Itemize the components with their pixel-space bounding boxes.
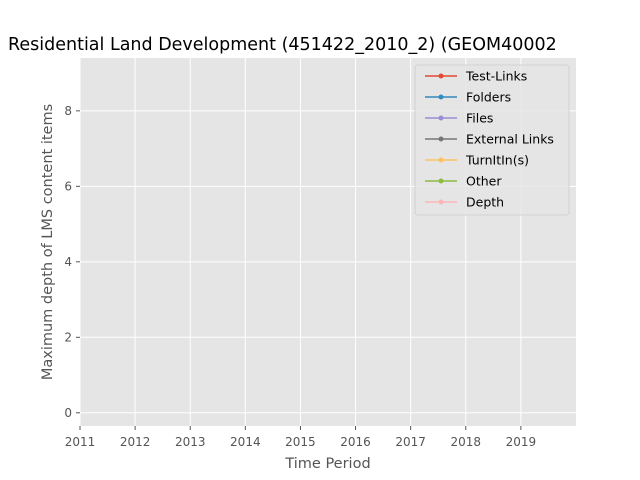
x-tick-label: 2015 [285,435,316,449]
legend-label: Test-Links [465,69,527,84]
x-axis-label: Time Period [284,456,370,472]
x-axis: 2011 2012 2013 2014 2015 2016 2017 2018 2019 [65,426,536,449]
y-tick-label: 2 [64,330,72,344]
y-tick-label: 8 [64,104,72,118]
x-tick-label: 2018 [451,435,482,449]
y-tick-label: 4 [64,255,72,269]
x-tick-label: 2014 [230,435,261,449]
legend-label: Depth [466,195,504,210]
x-tick-label: 2013 [175,435,206,449]
legend-marker [438,136,444,142]
legend-box [414,64,570,216]
legend-marker [438,199,444,205]
y-tick-label: 0 [64,406,72,420]
legend-label: External Links [466,132,554,147]
legend-marker [438,178,444,184]
y-tick-label: 6 [64,179,72,193]
x-tick-label: 2017 [395,435,426,449]
x-tick-label: 2016 [340,435,371,449]
legend-marker [438,94,444,100]
legend-label: Other [466,174,502,189]
x-tick-label: 2011 [65,435,96,449]
legend-label: Files [466,111,493,126]
y-axis-label: Maximum depth of LMS content items [40,104,56,380]
legend: Test-Links Folders Files External Links Turn… [414,64,570,216]
chart-title: Residential Land Development (451422_201… [8,35,557,55]
x-tick-label: 2019 [506,435,537,449]
legend-label: Folders [466,90,511,105]
legend-label: TurnItIn(s) [465,153,529,168]
y-axis: 0 2 4 6 8 [64,104,80,420]
legend-marker [438,73,444,79]
legend-marker [438,157,444,163]
x-tick-label: 2012 [120,435,151,449]
legend-marker [438,115,444,121]
